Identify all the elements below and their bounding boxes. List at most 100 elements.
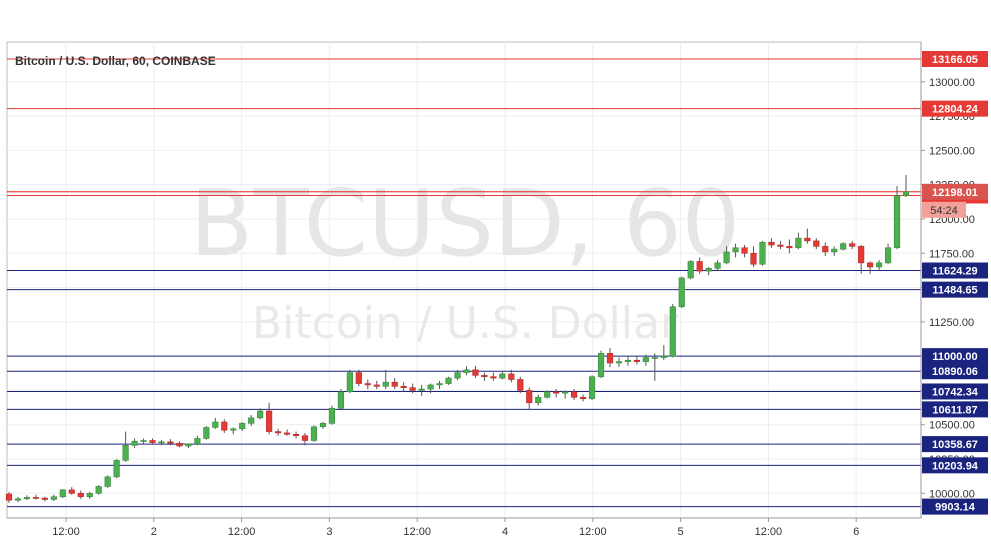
candle: [499, 371, 506, 380]
candle: [149, 438, 156, 444]
candle: [902, 175, 910, 198]
candle-body: [902, 191, 910, 196]
candle-body: [597, 353, 605, 378]
candle: [463, 366, 470, 376]
candle: [472, 365, 479, 379]
resistance-label: 13166.05: [932, 54, 978, 66]
candle-body: [535, 396, 542, 404]
candle-body: [481, 375, 488, 378]
candle: [508, 369, 515, 383]
candle: [526, 387, 533, 410]
x-tick-label: 12:00: [52, 526, 80, 538]
candle-body: [867, 262, 874, 268]
candle: [310, 425, 318, 442]
candle: [409, 383, 416, 394]
resistance-label: 12804.24: [932, 104, 979, 116]
candle-body: [5, 493, 13, 501]
candle-body: [615, 361, 623, 364]
candle: [624, 356, 632, 366]
candle-body: [840, 243, 847, 250]
support-label-bg: [922, 262, 988, 279]
candle: [723, 246, 730, 265]
candle-body: [678, 277, 685, 308]
candle-body: [149, 440, 156, 443]
candle: [400, 382, 407, 392]
candle-body: [68, 489, 75, 494]
candle: [301, 432, 309, 446]
candle-body: [831, 248, 838, 253]
candle: [633, 356, 640, 365]
candle: [248, 415, 255, 427]
candle: [427, 383, 434, 394]
candle: [669, 304, 676, 358]
candle-body: [714, 262, 721, 269]
support-label: 10611.87: [932, 404, 977, 416]
candle: [185, 443, 192, 449]
candle: [41, 496, 48, 502]
candle: [795, 232, 802, 250]
candle-body: [131, 440, 138, 446]
candle-body: [696, 261, 703, 272]
candle: [606, 347, 614, 368]
candle: [5, 491, 13, 503]
candle-body: [275, 431, 282, 434]
candle-body: [822, 246, 829, 253]
candle: [364, 379, 371, 390]
candle: [490, 372, 497, 381]
candle-body: [687, 261, 694, 279]
support-label: 10358.67: [932, 439, 978, 451]
support-label: 9903.14: [935, 502, 976, 514]
candle: [418, 384, 425, 396]
candle-body: [409, 387, 416, 391]
candle: [535, 394, 542, 406]
candle-body: [651, 357, 658, 359]
candle: [292, 431, 300, 439]
candle-body: [858, 246, 865, 264]
candle-body: [373, 384, 380, 387]
candle: [553, 389, 560, 398]
candle: [678, 276, 685, 309]
candle-body: [346, 372, 353, 393]
candle-body: [59, 489, 66, 498]
candle-body: [804, 237, 811, 242]
candle: [858, 245, 865, 274]
watermark-symbol: BTCUSD, 60: [190, 170, 740, 277]
price-labels: 13166.0512804.2412171.0911624.2911484.65…: [922, 51, 988, 515]
support-label-bg: [922, 363, 988, 380]
candle: [239, 421, 246, 431]
candle: [346, 369, 353, 394]
current-price-label: 12198.01: [932, 187, 978, 199]
candle: [777, 240, 784, 250]
candle: [95, 485, 102, 495]
candle: [544, 390, 551, 399]
candle-body: [849, 243, 856, 247]
candle: [687, 260, 694, 280]
candle-body: [705, 268, 712, 272]
candle-body: [553, 391, 560, 394]
candle-body: [301, 435, 309, 441]
support-label-bg: [922, 281, 988, 298]
candle-body: [176, 442, 183, 447]
candle: [68, 487, 75, 495]
candle: [768, 238, 775, 248]
candle: [230, 427, 237, 435]
candle: [813, 238, 820, 250]
candle-body: [732, 247, 739, 253]
candle-body: [266, 410, 273, 432]
candle-body: [526, 390, 533, 404]
candle: [212, 417, 219, 429]
candle-body: [786, 246, 793, 249]
candle-body: [32, 497, 39, 499]
candle-body: [104, 476, 111, 487]
candle-body: [41, 497, 48, 500]
candle-body: [86, 493, 93, 498]
candle-body: [499, 373, 506, 379]
candle-body: [248, 417, 255, 424]
candle: [436, 380, 443, 390]
current-price-label-bg: [922, 183, 988, 200]
candle: [257, 408, 264, 420]
candle: [391, 378, 398, 390]
candle: [705, 266, 712, 276]
support-label-bg: [922, 401, 988, 418]
